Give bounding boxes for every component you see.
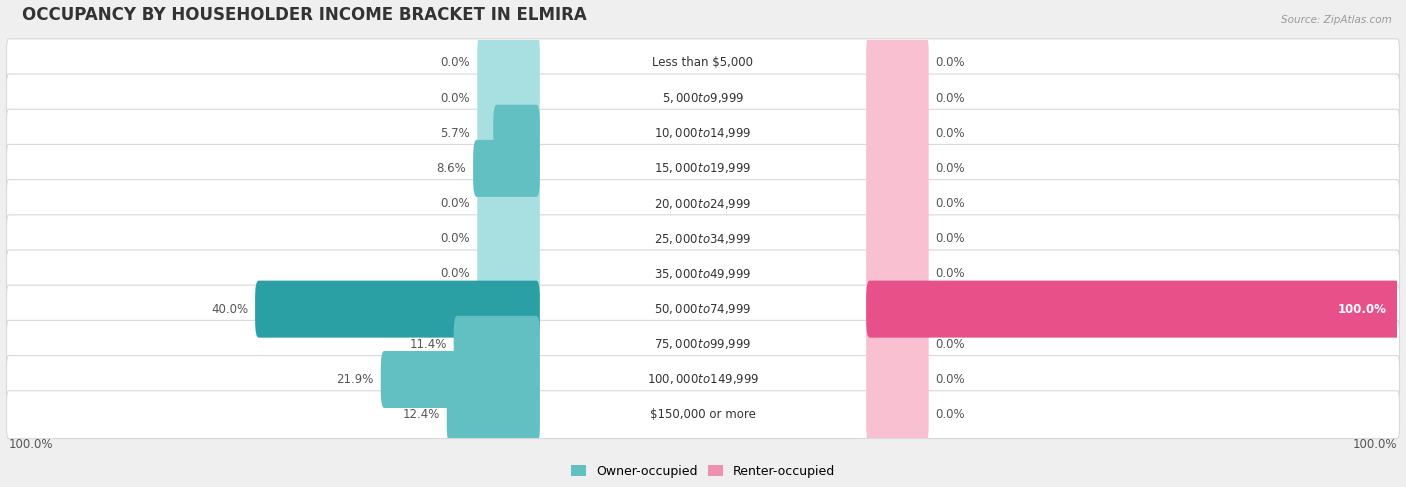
Text: 0.0%: 0.0% (935, 338, 966, 351)
FancyBboxPatch shape (254, 281, 540, 337)
Text: 0.0%: 0.0% (935, 197, 966, 210)
FancyBboxPatch shape (7, 320, 1399, 368)
Text: $75,000 to $99,999: $75,000 to $99,999 (654, 337, 752, 351)
FancyBboxPatch shape (7, 391, 1399, 439)
Text: $15,000 to $19,999: $15,000 to $19,999 (654, 161, 752, 175)
FancyBboxPatch shape (7, 74, 1399, 122)
Text: $20,000 to $24,999: $20,000 to $24,999 (654, 197, 752, 210)
Text: $10,000 to $14,999: $10,000 to $14,999 (654, 126, 752, 140)
FancyBboxPatch shape (866, 210, 929, 267)
FancyBboxPatch shape (866, 245, 929, 302)
Text: 11.4%: 11.4% (409, 338, 447, 351)
FancyBboxPatch shape (474, 140, 540, 197)
FancyBboxPatch shape (477, 175, 540, 232)
FancyBboxPatch shape (7, 285, 1399, 333)
Text: 0.0%: 0.0% (440, 56, 471, 69)
FancyBboxPatch shape (477, 105, 540, 162)
FancyBboxPatch shape (477, 281, 540, 337)
Text: $5,000 to $9,999: $5,000 to $9,999 (662, 91, 744, 105)
FancyBboxPatch shape (866, 34, 929, 92)
FancyBboxPatch shape (447, 386, 540, 443)
Text: 0.0%: 0.0% (935, 92, 966, 105)
Text: $150,000 or more: $150,000 or more (650, 408, 756, 421)
Text: $100,000 to $149,999: $100,000 to $149,999 (647, 373, 759, 387)
Text: 0.0%: 0.0% (935, 373, 966, 386)
Text: 0.0%: 0.0% (935, 232, 966, 245)
Text: 100.0%: 100.0% (1339, 302, 1386, 316)
Text: 21.9%: 21.9% (336, 373, 374, 386)
FancyBboxPatch shape (866, 281, 929, 337)
Text: $25,000 to $34,999: $25,000 to $34,999 (654, 232, 752, 246)
Text: $35,000 to $49,999: $35,000 to $49,999 (654, 267, 752, 281)
FancyBboxPatch shape (477, 316, 540, 373)
Text: 0.0%: 0.0% (935, 56, 966, 69)
Text: 0.0%: 0.0% (440, 197, 471, 210)
FancyBboxPatch shape (7, 215, 1399, 262)
FancyBboxPatch shape (477, 351, 540, 408)
FancyBboxPatch shape (7, 109, 1399, 157)
Text: $50,000 to $74,999: $50,000 to $74,999 (654, 302, 752, 316)
FancyBboxPatch shape (477, 140, 540, 197)
FancyBboxPatch shape (477, 210, 540, 267)
FancyBboxPatch shape (7, 39, 1399, 87)
FancyBboxPatch shape (7, 250, 1399, 298)
FancyBboxPatch shape (494, 105, 540, 162)
FancyBboxPatch shape (7, 356, 1399, 403)
FancyBboxPatch shape (7, 180, 1399, 227)
Legend: Owner-occupied, Renter-occupied: Owner-occupied, Renter-occupied (567, 460, 839, 483)
FancyBboxPatch shape (477, 34, 540, 92)
FancyBboxPatch shape (866, 105, 929, 162)
Text: 5.7%: 5.7% (440, 127, 471, 140)
FancyBboxPatch shape (381, 351, 540, 408)
Text: 100.0%: 100.0% (1353, 437, 1398, 450)
FancyBboxPatch shape (7, 145, 1399, 192)
Text: 12.4%: 12.4% (402, 408, 440, 421)
Text: 0.0%: 0.0% (935, 127, 966, 140)
Text: 0.0%: 0.0% (440, 92, 471, 105)
FancyBboxPatch shape (477, 245, 540, 302)
Text: Less than $5,000: Less than $5,000 (652, 56, 754, 69)
FancyBboxPatch shape (866, 316, 929, 373)
Text: 0.0%: 0.0% (440, 232, 471, 245)
FancyBboxPatch shape (454, 316, 540, 373)
Text: 100.0%: 100.0% (8, 437, 53, 450)
FancyBboxPatch shape (866, 386, 929, 443)
FancyBboxPatch shape (477, 70, 540, 127)
FancyBboxPatch shape (866, 140, 929, 197)
Text: 40.0%: 40.0% (211, 302, 247, 316)
Text: 0.0%: 0.0% (935, 162, 966, 175)
FancyBboxPatch shape (866, 175, 929, 232)
FancyBboxPatch shape (866, 351, 929, 408)
Text: 0.0%: 0.0% (935, 267, 966, 281)
Text: Source: ZipAtlas.com: Source: ZipAtlas.com (1281, 15, 1392, 25)
Text: 0.0%: 0.0% (440, 267, 471, 281)
Text: OCCUPANCY BY HOUSEHOLDER INCOME BRACKET IN ELMIRA: OCCUPANCY BY HOUSEHOLDER INCOME BRACKET … (22, 6, 588, 24)
FancyBboxPatch shape (866, 70, 929, 127)
FancyBboxPatch shape (866, 281, 1406, 337)
Text: 0.0%: 0.0% (935, 408, 966, 421)
Text: 8.6%: 8.6% (436, 162, 467, 175)
FancyBboxPatch shape (477, 386, 540, 443)
